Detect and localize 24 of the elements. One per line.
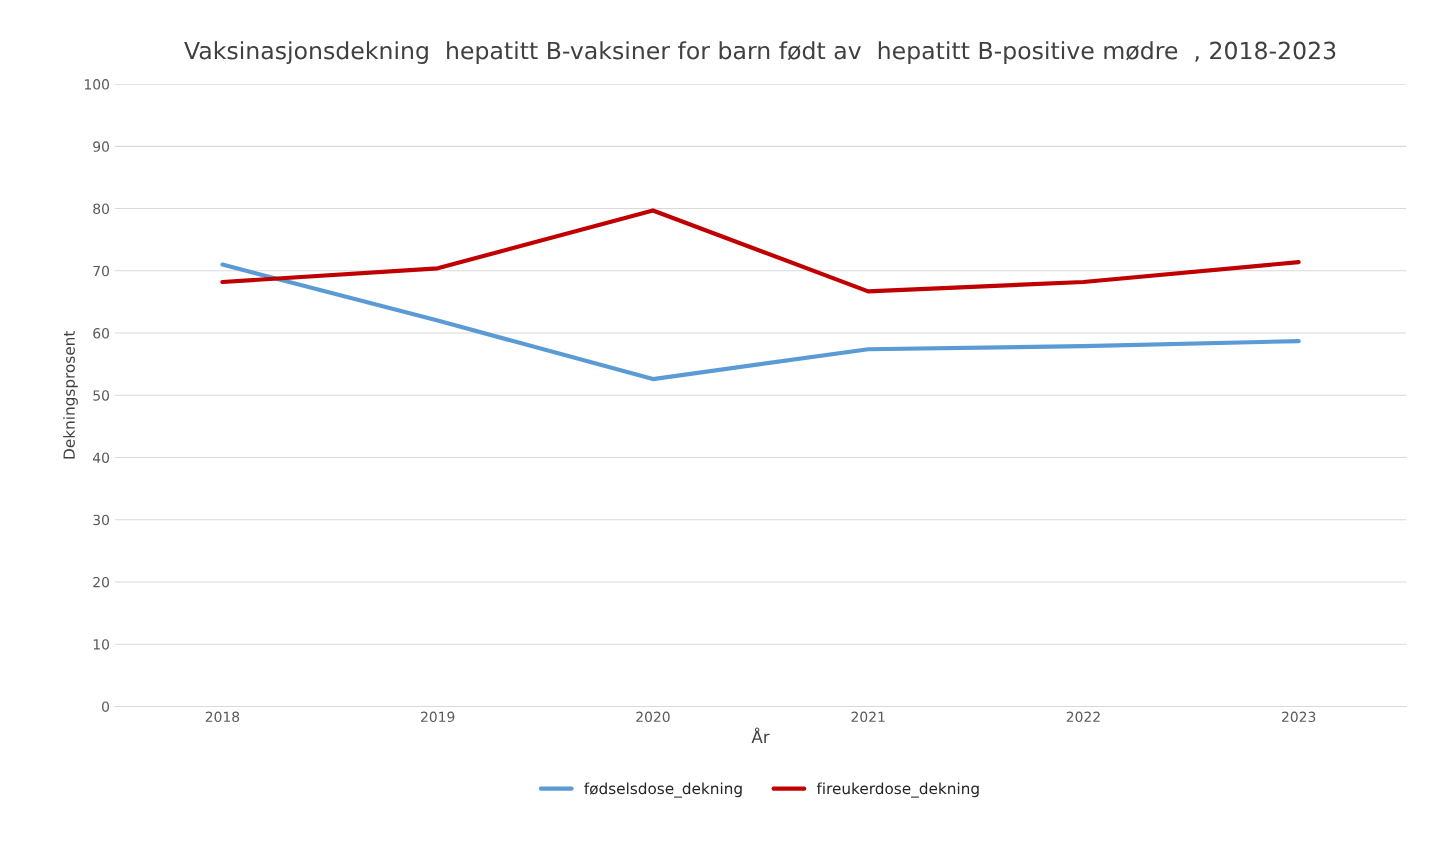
line-series — [220, 208, 1301, 294]
y-tick-label: 10 — [93, 639, 110, 650]
y-tick-label: 80 — [93, 203, 110, 215]
y-tick-label: 0 — [102, 701, 110, 712]
legend-label: fireukerdose_dekning — [816, 782, 979, 798]
y-tick-label: 50 — [93, 390, 110, 401]
x-tick-label: 2020 — [636, 711, 670, 723]
chart-title: Vaksinasjonsdekning hepatitt B-vaksiner for barn født av hepatitt B-positive mødre , 2018-2023 — [184, 41, 1336, 65]
y-tick-label: 100 — [84, 79, 110, 90]
line-series — [220, 262, 1301, 382]
x-tick-label: 2022 — [1066, 711, 1100, 723]
x-tick-label: 2019 — [421, 711, 455, 723]
y-axis-title: Dekningsprosent — [63, 330, 78, 459]
y-tick-label: 40 — [92, 452, 110, 463]
y-tick-label: 90 — [93, 141, 110, 152]
y-tick-label: 20 — [93, 576, 110, 588]
y-tick-label: 70 — [93, 265, 110, 277]
x-axis-title: År — [751, 727, 770, 743]
y-tick-label: 30 — [93, 514, 110, 526]
y-tick-label: 60 — [93, 328, 110, 339]
x-tick-label: 2023 — [1282, 711, 1316, 723]
x-tick-label: 2018 — [205, 711, 240, 723]
legend-label: fødselsdose_dekning — [584, 782, 742, 798]
x-tick-label: 2021 — [851, 711, 885, 723]
